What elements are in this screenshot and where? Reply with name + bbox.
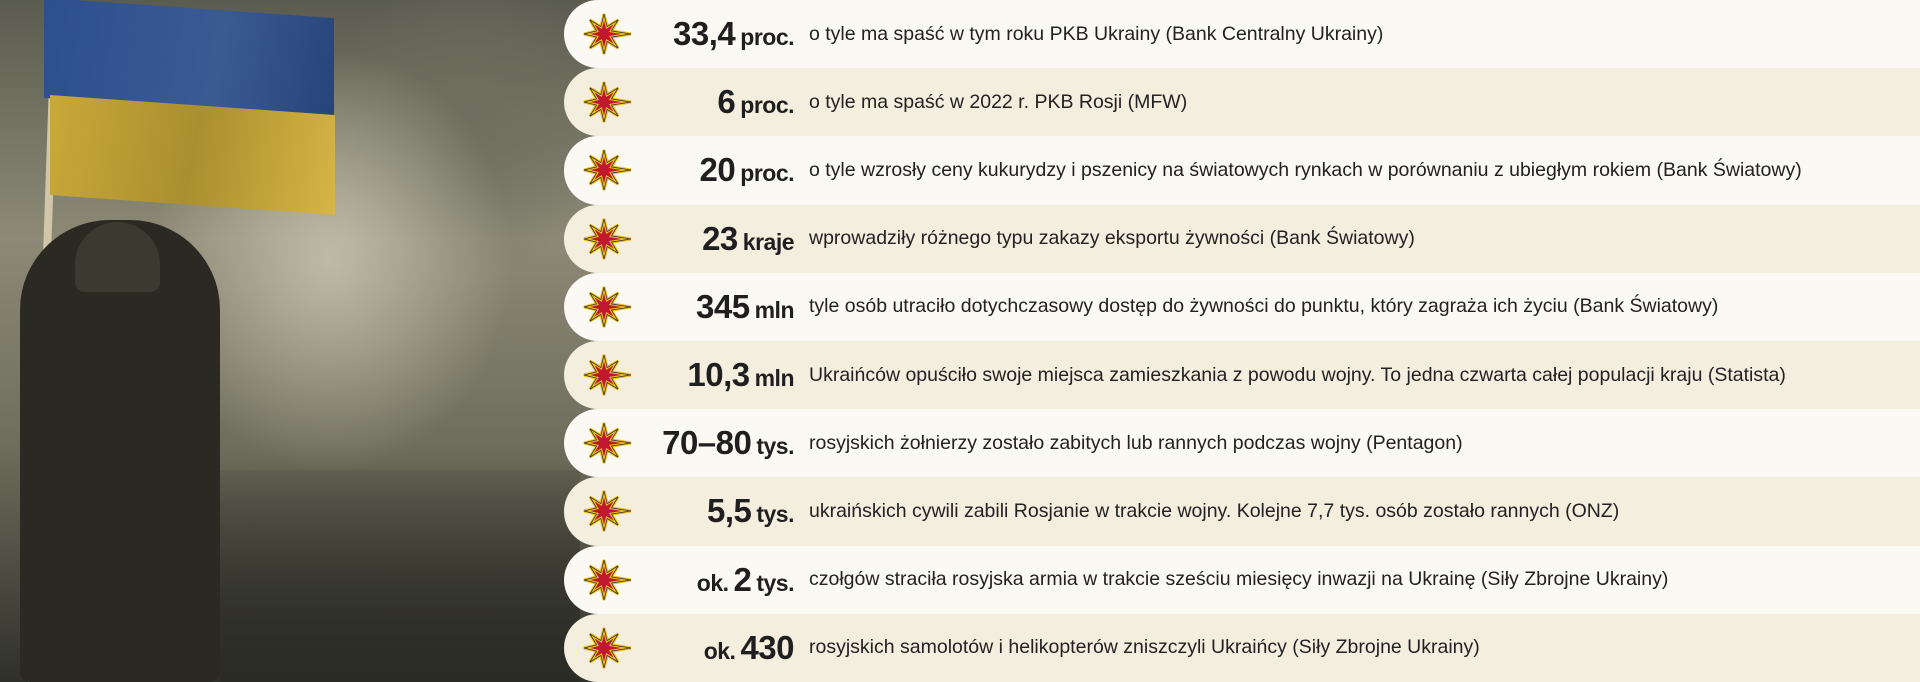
- stat-row: ok. 2 tys. czołgów straciła rosyjska armia…: [564, 545, 1920, 614]
- stat-number: 23 kraje: [702, 220, 794, 258]
- stat-value: 23: [702, 219, 738, 257]
- stat-row: 10,3 mln Ukraińców opuściło swoje miejsca…: [564, 340, 1920, 410]
- stat-row: 33,4 proc. o tyle ma spaść w tym roku PKB…: [564, 0, 1920, 69]
- stat-description: ukraińskich cywili zabili Rosjanie w tra…: [809, 499, 1620, 522]
- stat-prefix: ok.: [696, 569, 729, 596]
- stat-number: 33,4 proc.: [673, 15, 794, 53]
- soldier-helmet: [75, 222, 160, 292]
- stat-description: rosyjskich żołnierzy zostało zabitych lu…: [809, 431, 1463, 454]
- stat-number: 6 proc.: [717, 83, 794, 121]
- star-icon: [582, 625, 632, 671]
- star-icon: [582, 147, 632, 193]
- star-icon: [582, 79, 632, 125]
- city-ruins: [220, 470, 580, 682]
- stat-description: wprowadziły różnego typu zakazy eksportu…: [809, 227, 1415, 250]
- stat-row: 23 kraje wprowadziły różnego typu zakazy …: [564, 204, 1920, 273]
- star-icon: [582, 284, 632, 330]
- stat-number: ok. 2 tys.: [696, 560, 795, 599]
- stat-row: 20 proc. o tyle wzrosły ceny kukurydzy i …: [564, 136, 1920, 205]
- stat-unit: proc.: [740, 24, 794, 51]
- stat-row: ok. 430 rosyjskich samolotów i helikopter…: [564, 613, 1920, 682]
- stat-value: 345: [696, 287, 750, 325]
- stat-prefix: ok.: [703, 637, 736, 664]
- stat-number: 10,3 mln: [687, 356, 794, 394]
- stat-number: 345 mln: [696, 288, 794, 326]
- stats-list: 33,4 proc. o tyle ma spaść w tym roku PKB…: [564, 0, 1920, 682]
- stat-description: o tyle ma spaść w tym roku PKB Ukrainy (…: [809, 22, 1384, 45]
- stat-value: 2: [733, 560, 752, 598]
- stat-row: 5,5 tys. ukraińskich cywili zabili Rosjan…: [564, 477, 1920, 546]
- star-icon: [582, 11, 632, 57]
- stat-unit: tys.: [756, 433, 794, 460]
- stat-description: o tyle wzrosły ceny kukurydzy i pszenicy…: [809, 158, 1802, 181]
- star-icon: [582, 557, 632, 603]
- star-icon: [582, 352, 632, 398]
- stat-description: tyle osób utraciło dotychczasowy dostęp …: [809, 295, 1719, 318]
- stat-unit: proc.: [740, 92, 794, 119]
- ukraine-flag-yellow: [50, 95, 335, 215]
- stat-unit: tys.: [756, 501, 794, 528]
- stat-value: 430: [740, 628, 794, 666]
- stat-description: rosyjskich samolotów i helikopterów znis…: [809, 636, 1480, 659]
- stat-value: 6: [717, 83, 736, 121]
- stat-unit: kraje: [742, 228, 795, 255]
- stat-description: Ukraińców opuściło swoje miejsca zamiesz…: [809, 363, 1786, 386]
- stat-value: 70–80: [662, 424, 752, 462]
- stat-value: 33,4: [673, 15, 736, 53]
- stat-unit: proc.: [740, 160, 794, 187]
- stat-number: 5,5 tys.: [706, 492, 795, 530]
- stat-row: 6 proc. o tyle ma spaść w 2022 r. PKB Ros…: [564, 68, 1920, 137]
- stat-row: 70–80 tys. rosyjskich żołnierzy zostało z…: [564, 409, 1920, 478]
- stat-description: czołgów straciła rosyjska armia w trakci…: [809, 568, 1669, 591]
- stat-description: o tyle ma spaść w 2022 r. PKB Rosji (MFW…: [809, 90, 1188, 113]
- stat-value: 5,5: [706, 492, 752, 530]
- stat-number: 70–80 tys.: [662, 424, 794, 462]
- stat-number: ok. 430: [703, 628, 795, 667]
- stat-number: 20 proc.: [699, 151, 795, 189]
- star-icon: [582, 488, 632, 534]
- star-icon: [582, 420, 632, 466]
- stat-unit: mln: [754, 296, 795, 323]
- stat-value: 20: [699, 151, 736, 189]
- stat-row: 345 mln tyle osób utraciło dotychczasowy …: [564, 272, 1920, 341]
- star-icon: [582, 216, 632, 262]
- stat-unit: mln: [754, 365, 795, 392]
- soldier-silhouette: [20, 220, 220, 682]
- stat-unit: tys.: [756, 569, 794, 596]
- stat-value: 10,3: [687, 356, 750, 394]
